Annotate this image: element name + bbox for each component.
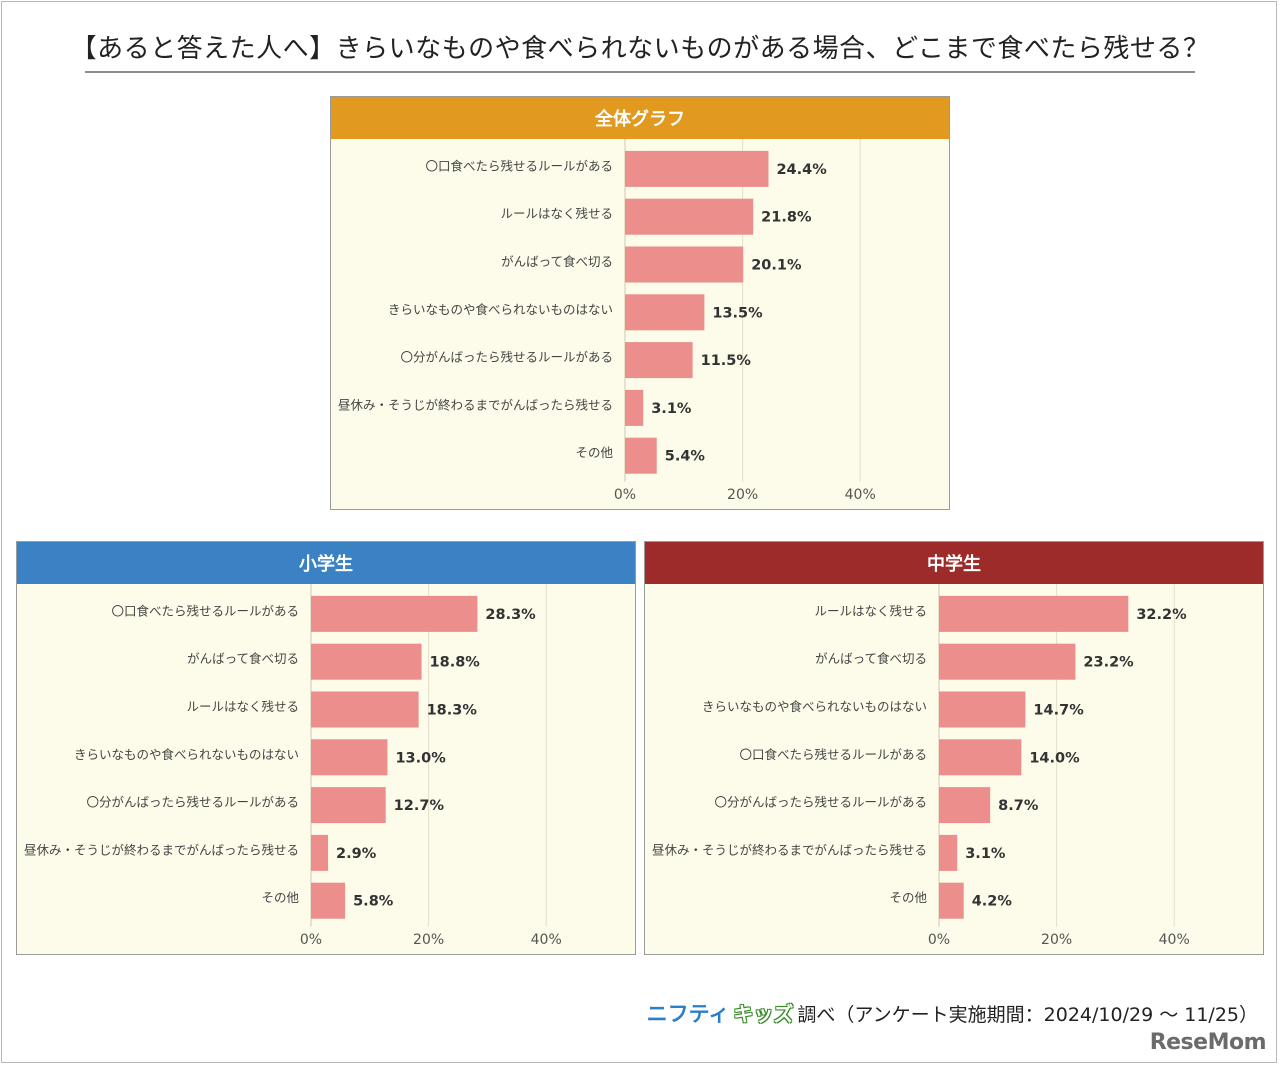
junior-high-category-label: ルールはなく残せる	[814, 603, 927, 618]
elementary-bar	[311, 834, 329, 871]
panel-header-junior-high: 中学生	[645, 542, 1263, 584]
junior-high-bar	[939, 691, 1026, 728]
elementary-x-tick-label: 40%	[531, 932, 562, 948]
elementary-value-label: 5.8%	[353, 894, 394, 910]
junior-high-x-tick-label: 0%	[928, 932, 950, 948]
elementary-value-label: 13.0%	[395, 750, 446, 766]
overall-bar	[625, 198, 754, 235]
overall-value-label: 21.8%	[761, 210, 812, 226]
elementary-category-label: 〇分がんばったら残せるルールがある	[86, 795, 299, 810]
panel-header-elementary: 小学生	[17, 542, 635, 584]
elementary-bar	[311, 739, 388, 776]
overall-category-label: 〇口食べたら残せるルールがある	[425, 158, 613, 173]
overall-category-label: がんばって食べ切る	[501, 254, 613, 269]
junior-high-value-label: 8.7%	[998, 798, 1039, 814]
elementary-category-label: 〇口食べたら残せるルールがある	[111, 603, 299, 618]
elementary-value-label: 2.9%	[336, 846, 377, 862]
overall-value-label: 3.1%	[651, 401, 692, 417]
elementary-bar	[311, 691, 419, 728]
elementary-bar	[311, 595, 478, 632]
overall-value-label: 24.4%	[776, 162, 827, 178]
overall-category-label: きらいなものや食べられないものはない	[388, 302, 613, 317]
elementary-value-label: 12.7%	[394, 798, 445, 814]
chart-panel-elementary: 小学生 0% 20% 40% 〇口食べたら残せるルールがある 28.3% がんばって食べ切…	[16, 541, 636, 955]
elementary-value-label: 28.3%	[485, 607, 536, 623]
elementary-category-label: 昼休み・そうじが終わるまでがんばったら残せる	[24, 842, 299, 857]
bar-chart-junior-high: 0% 20% 40% ルールはなく残せる 32.2% がんばって食べ切る 23.2% きらいな…	[652, 584, 1190, 948]
junior-high-x-tick-label: 40%	[1159, 932, 1190, 948]
page-title: 【あると答えた人へ】きらいなものや食べられないものがある場合、どこまで食べたら残…	[70, 34, 1210, 64]
overall-value-label: 20.1%	[751, 258, 802, 274]
overall-category-label: 〇分がんばったら残せるルールがある	[400, 350, 613, 365]
junior-high-bar	[939, 739, 1022, 776]
elementary-bar	[311, 787, 386, 824]
elementary-category-label: きらいなものや食べられないものはない	[74, 747, 299, 762]
junior-high-value-label: 14.0%	[1029, 750, 1080, 766]
elementary-bar	[311, 882, 346, 919]
overall-bar	[625, 342, 693, 379]
junior-high-category-label: 〇分がんばったら残せるルールがある	[714, 795, 927, 810]
junior-high-value-label: 3.1%	[965, 846, 1006, 862]
junior-high-x-tick-label: 20%	[1041, 932, 1072, 948]
junior-high-value-label: 23.2%	[1083, 655, 1134, 671]
junior-high-value-label: 4.2%	[972, 894, 1013, 910]
elementary-category-label: ルールはなく残せる	[186, 699, 299, 714]
bar-chart-elementary: 0% 20% 40% 〇口食べたら残せるルールがある 28.3% がんばって食べ切る 18.…	[24, 584, 562, 948]
elementary-category-label: その他	[261, 890, 299, 905]
junior-high-category-label: がんばって食べ切る	[815, 651, 927, 666]
overall-value-label: 13.5%	[712, 305, 763, 321]
overall-x-tick-label: 20%	[727, 487, 758, 503]
overall-category-label: ルールはなく残せる	[500, 206, 613, 221]
junior-high-bar	[939, 882, 964, 919]
junior-high-bar	[939, 834, 958, 871]
junior-high-category-label: きらいなものや食べられないものはない	[702, 699, 927, 714]
junior-high-bar	[939, 595, 1129, 632]
junior-high-bar	[939, 643, 1076, 680]
panel-header-overall: 全体グラフ	[331, 97, 949, 139]
junior-high-bar	[939, 787, 991, 824]
junior-high-value-label: 14.7%	[1033, 703, 1084, 719]
overall-bar	[625, 150, 769, 187]
overall-value-label: 11.5%	[701, 353, 752, 369]
resemom-logo: ReseMom	[1149, 1030, 1267, 1055]
chart-panel-overall: 全体グラフ 0% 20% 40% 〇口食べたら残せるルールがある 24.4% ルールはなく…	[330, 96, 950, 510]
junior-high-category-label: 昼休み・そうじが終わるまでがんばったら残せる	[652, 842, 927, 857]
bar-chart-overall: 0% 20% 40% 〇口食べたら残せるルールがある 24.4% ルールはなく残せる 21.…	[338, 139, 876, 503]
junior-high-category-label: その他	[889, 890, 927, 905]
elementary-category-label: がんばって食べ切る	[187, 651, 299, 666]
elementary-value-label: 18.3%	[427, 703, 478, 719]
overall-category-label: その他	[575, 445, 613, 460]
overall-value-label: 5.4%	[665, 449, 706, 465]
junior-high-value-label: 32.2%	[1136, 607, 1187, 623]
overall-bar	[625, 294, 705, 331]
junior-high-category-label: 〇口食べたら残せるルールがある	[739, 747, 927, 762]
overall-category-label: 昼休み・そうじが終わるまでがんばったら残せる	[338, 397, 613, 412]
overall-x-tick-label: 40%	[845, 487, 876, 503]
elementary-value-label: 18.8%	[430, 655, 481, 671]
overall-bar	[625, 246, 744, 283]
source-note: ニフティ キッズ 調べ（アンケート実施期間：2024/10/29 ～ 11/25…	[647, 998, 1258, 1028]
chart-panel-junior-high: 中学生 0% 20% 40% ルールはなく残せる 32.2% がんばって食べ切る 23.2%…	[644, 541, 1264, 955]
brand-name-nifty: ニフティ	[646, 1002, 730, 1026]
overall-bar	[625, 389, 644, 426]
brand-name-kids: キッズ	[733, 1002, 794, 1026]
overall-bar	[625, 437, 657, 474]
elementary-x-tick-label: 0%	[300, 932, 322, 948]
overall-x-tick-label: 0%	[614, 487, 636, 503]
elementary-x-tick-label: 20%	[413, 932, 444, 948]
title-underline	[85, 71, 1195, 73]
source-text: 調べ（アンケート実施期間：2024/10/29 ～ 11/25）	[797, 1004, 1258, 1026]
elementary-bar	[311, 643, 422, 680]
